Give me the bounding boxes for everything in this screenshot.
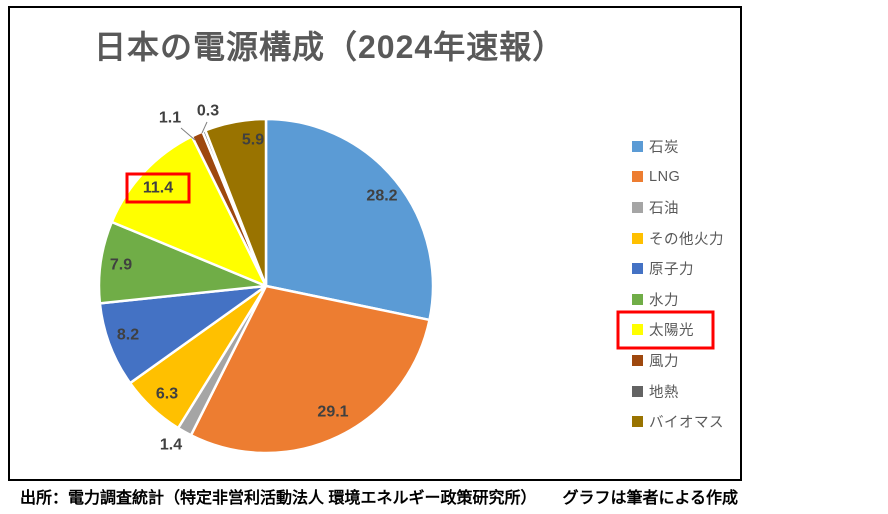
legend-label: 水力 xyxy=(649,292,679,309)
legend-swatch xyxy=(632,385,643,397)
legend: 石炭 LNG 石油その他火力原子力水力太陽光風力地熱バイオマス xyxy=(632,131,724,437)
legend-label: 石油 xyxy=(649,200,679,217)
legend-swatch xyxy=(632,293,643,305)
legend-item-3: その他火力 xyxy=(632,223,724,254)
legend-item-7: 風力 xyxy=(632,345,724,376)
source-text: 出所：電力調査統計（特定非営利活動法人 環境エネルギー政策研究所） xyxy=(20,490,537,507)
legend-swatch xyxy=(632,201,643,213)
legend-item-0: 石炭 xyxy=(632,131,724,162)
legend-swatch xyxy=(632,354,643,366)
legend-swatch xyxy=(632,416,643,428)
legend-item-4: 原子力 xyxy=(632,253,724,284)
legend-item-8: 地熱 xyxy=(632,376,724,407)
legend-label: LNG xyxy=(649,168,681,185)
legend-label: バイオマス xyxy=(649,415,724,432)
legend-swatch xyxy=(632,140,643,152)
legend-label: 原子力 xyxy=(649,262,694,279)
legend-item-2: 石油 xyxy=(632,192,724,223)
legend-label: その他火力 xyxy=(649,231,724,248)
legend-swatch xyxy=(632,232,643,244)
legend-label: 石炭 xyxy=(649,139,679,156)
legend-label: 風力 xyxy=(649,353,679,370)
legend-label: 地熱 xyxy=(649,384,679,401)
legend-swatch xyxy=(632,324,643,336)
legend-label: 太陽光 xyxy=(649,323,694,340)
chart-title: 日本の電源構成（2024年速報） xyxy=(94,29,566,65)
source-caption: 出所：電力調査統計（特定非営利活動法人 環境エネルギー政策研究所） グラフは筆者に… xyxy=(20,484,738,508)
legend-swatch xyxy=(632,171,643,183)
legend-item-1: LNG xyxy=(632,162,724,193)
author-note: グラフは筆者による作成 xyxy=(562,490,738,507)
legend-item-6: 太陽光 xyxy=(632,315,724,346)
legend-item-5: 水力 xyxy=(632,284,724,315)
legend-swatch xyxy=(632,263,643,275)
legend-item-9: バイオマス xyxy=(632,406,724,437)
